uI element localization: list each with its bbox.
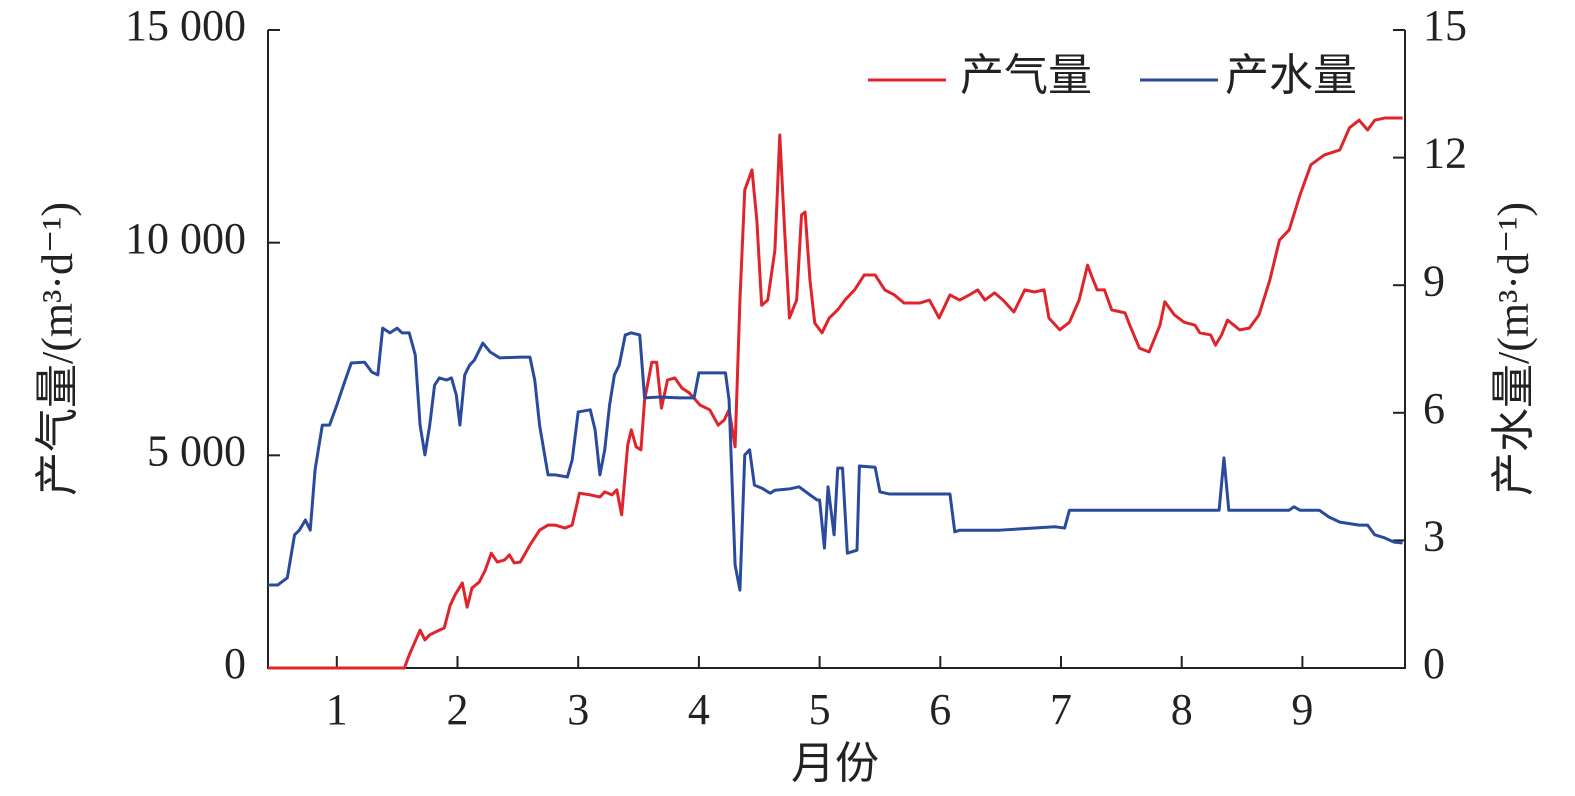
- series-line: [268, 326, 1403, 592]
- y2-tick-label: 9: [1423, 256, 1445, 305]
- y2-axis-label: 产水量/(m³·d⁻¹): [1489, 202, 1538, 496]
- y-tick-label: 5 000: [147, 426, 246, 475]
- y-tick-label: 0: [224, 639, 246, 688]
- axis-frame: [267, 30, 1406, 669]
- x-tick-label: 1: [326, 685, 348, 734]
- x-tick-label: 5: [809, 685, 831, 734]
- series-line: [268, 116, 1403, 670]
- y2-tick-label: 0: [1423, 639, 1445, 688]
- x-tick-label: 9: [1291, 685, 1313, 734]
- legend-label: 产水量: [1225, 51, 1357, 100]
- x-tick-label: 3: [567, 685, 589, 734]
- y-axis-label: 产气量/(m³·d⁻¹): [33, 202, 82, 496]
- y-tick-label: 15 000: [125, 1, 246, 50]
- y-tick-label: 10 000: [125, 214, 246, 263]
- x-tick-label: 4: [688, 685, 710, 734]
- x-tick-label: 2: [447, 685, 469, 734]
- x-tick-label: 8: [1171, 685, 1193, 734]
- x-tick-label: 6: [929, 685, 951, 734]
- y2-tick-label: 12: [1423, 129, 1467, 178]
- y2-tick-label: 3: [1423, 511, 1445, 560]
- x-axis-label: 月份: [791, 739, 879, 788]
- x-tick-label: 7: [1050, 685, 1072, 734]
- y2-tick-label: 6: [1423, 384, 1445, 433]
- legend-label: 产气量: [960, 51, 1092, 100]
- y2-tick-label: 15: [1423, 1, 1467, 50]
